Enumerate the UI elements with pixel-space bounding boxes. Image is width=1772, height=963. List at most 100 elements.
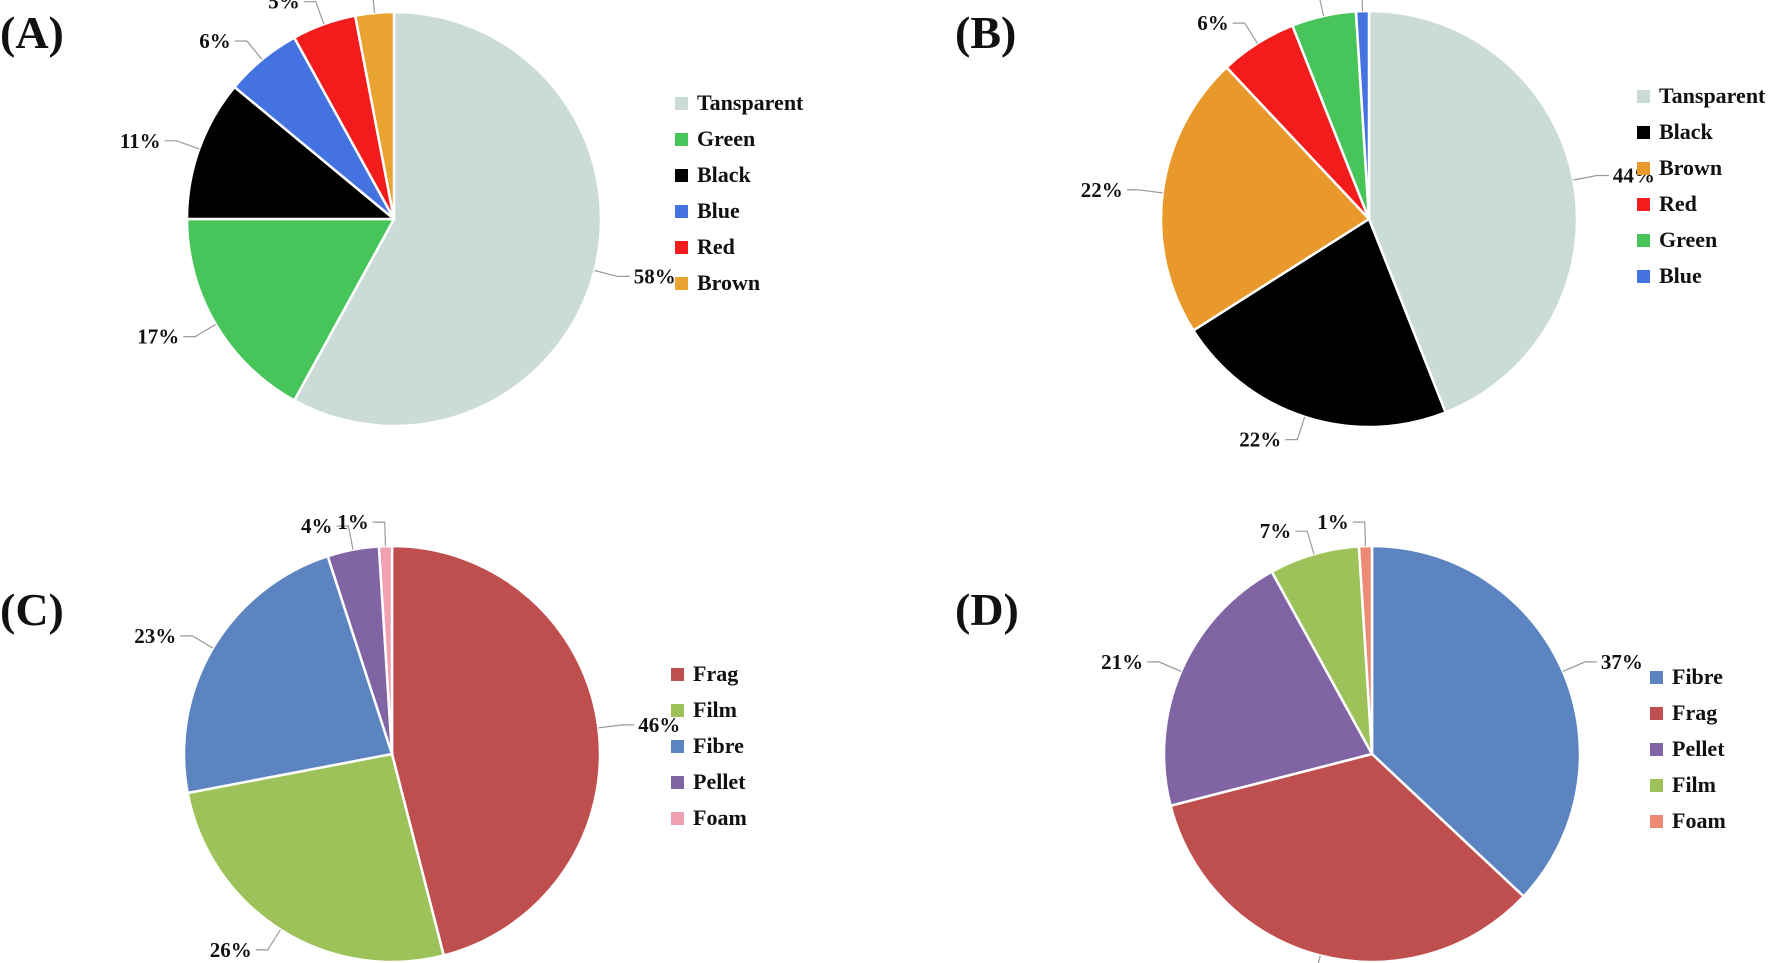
legend-label-blue: Blue (1659, 263, 1702, 288)
pie-slice-frag (1169, 752, 1525, 963)
percent-label: 22% (1239, 428, 1281, 452)
pie-slice-tansparent (293, 10, 603, 428)
panel-letter: (D) (955, 584, 1019, 635)
pie-d-slices (1162, 544, 1582, 963)
panel-letter: (A) (0, 7, 64, 58)
legend-label-pellet: Pellet (693, 769, 746, 794)
percent-label: 6% (199, 29, 231, 53)
legend-swatch-brown (1637, 162, 1650, 175)
legend-swatch-foam (671, 812, 684, 825)
panel-d: (D) 37%34%21%7%1% FibreFragPelletFilmFoa… (955, 510, 1726, 963)
pie-d-percent-labels: 37%34%21%7%1% (1101, 510, 1643, 963)
legend-swatch-pellet (1650, 743, 1663, 756)
legend-label-brown: Brown (1659, 155, 1722, 180)
percent-label: 3% (325, 0, 357, 1)
leader-line (1361, 0, 1364, 12)
leader-line (1232, 22, 1259, 44)
percent-label: 58% (634, 264, 676, 288)
legend-label-red: Red (1659, 191, 1697, 216)
pie-slice-green (185, 217, 396, 402)
percent-label: 4% (301, 514, 333, 538)
pie-slice-brown (1159, 66, 1371, 332)
legend-swatch-brown (675, 277, 688, 290)
percent-label: 37% (1601, 650, 1643, 674)
leader-line (303, 1, 325, 25)
legend-swatch-film (1650, 779, 1663, 792)
leader-line (372, 521, 387, 547)
percent-label: 6% (1197, 11, 1229, 35)
legend-swatch-frag (1650, 707, 1663, 720)
legend-label-brown: Brown (697, 270, 760, 295)
legend-label-black: Black (697, 162, 752, 187)
leader-line (1573, 174, 1609, 181)
leader-line (234, 40, 263, 60)
leader-line (594, 269, 630, 277)
legend-swatch-blue (675, 205, 688, 218)
legend-label-tansparent: Tansparent (1659, 83, 1766, 108)
leader-line (372, 0, 376, 13)
panel-letter: (B) (955, 7, 1016, 58)
pie-a-slices (185, 10, 603, 428)
pie-slice-frag (390, 544, 602, 957)
panel-letter: (C) (0, 584, 64, 635)
legend-label-fibre: Fibre (1672, 664, 1723, 689)
pie-b-slices (1159, 9, 1579, 429)
percent-label: 26% (210, 938, 252, 962)
leader-line (255, 929, 282, 951)
legend-label-frag: Frag (1672, 700, 1717, 725)
percent-label: 21% (1101, 650, 1143, 674)
leader-line (336, 525, 354, 550)
legend-swatch-fibre (1650, 671, 1663, 684)
legend-label-foam: Foam (1672, 808, 1726, 833)
percent-label: 1% (1317, 510, 1349, 534)
leader-line (1319, 0, 1325, 17)
leader-line (164, 140, 200, 150)
leader-line (180, 635, 214, 649)
legend-swatch-film (671, 704, 684, 717)
leader-line (1317, 955, 1321, 963)
pie-c-percent-labels: 46%26%23%4% 1% (134, 510, 680, 962)
pie-slice-foam (377, 544, 394, 756)
legend-label-green: Green (697, 126, 755, 151)
leader-line (1295, 530, 1315, 555)
percent-label: 5% (1271, 0, 1303, 5)
legend-label-film: Film (693, 697, 737, 722)
pie-c-slices (182, 544, 602, 963)
pie-d-legend: Fibre Frag Pellet Film Foam (1650, 664, 1726, 833)
pie-slice-brown (353, 10, 396, 221)
pie-slice-black (185, 85, 396, 221)
legend-label-blue: Blue (697, 198, 740, 223)
legend-label-fibre: Fibre (693, 733, 744, 758)
leader-line (1352, 521, 1367, 547)
legend-label-black: Black (1659, 119, 1714, 144)
percent-label: 1% (337, 510, 369, 534)
legend-label-pellet: Pellet (1672, 736, 1725, 761)
legend-label-frag: Frag (693, 661, 738, 686)
legend-swatch-fibre (671, 740, 684, 753)
pie-a-percent-labels: 58% 17% 11% 6% 5% 3% (120, 0, 676, 349)
pie-a-legend: Tansparent Green Black Blue Red Brown (675, 90, 804, 295)
pie-slice-pellet (1162, 570, 1374, 807)
percent-label: 5% (268, 0, 300, 14)
legend-swatch-red (1637, 198, 1650, 211)
pie-c-legend: Frag Film Fibre Pellet Foam (671, 661, 747, 830)
leader-line (1126, 189, 1163, 194)
legend-label-red: Red (697, 234, 735, 259)
legend-label-green: Green (1659, 227, 1717, 252)
legend-swatch-frag (671, 668, 684, 681)
percent-label: 7% (1260, 519, 1292, 543)
leader-line (183, 323, 217, 338)
pie-slice-blue (1354, 9, 1371, 221)
legend-swatch-pellet (671, 776, 684, 789)
legend-swatch-black (1637, 126, 1650, 139)
percent-label: 22% (1081, 178, 1123, 202)
leader-line (1562, 661, 1597, 672)
legend-swatch-green (1637, 234, 1650, 247)
leader-line (1147, 661, 1182, 672)
leader-line (598, 724, 635, 729)
panel-a: (A) 58% 17% 11% 6% 5% 3% Tansparent Green Black… (0, 0, 804, 428)
legend-label-foam: Foam (693, 805, 747, 830)
pie-slice-foam (1357, 544, 1374, 756)
legend-swatch-green (675, 133, 688, 146)
